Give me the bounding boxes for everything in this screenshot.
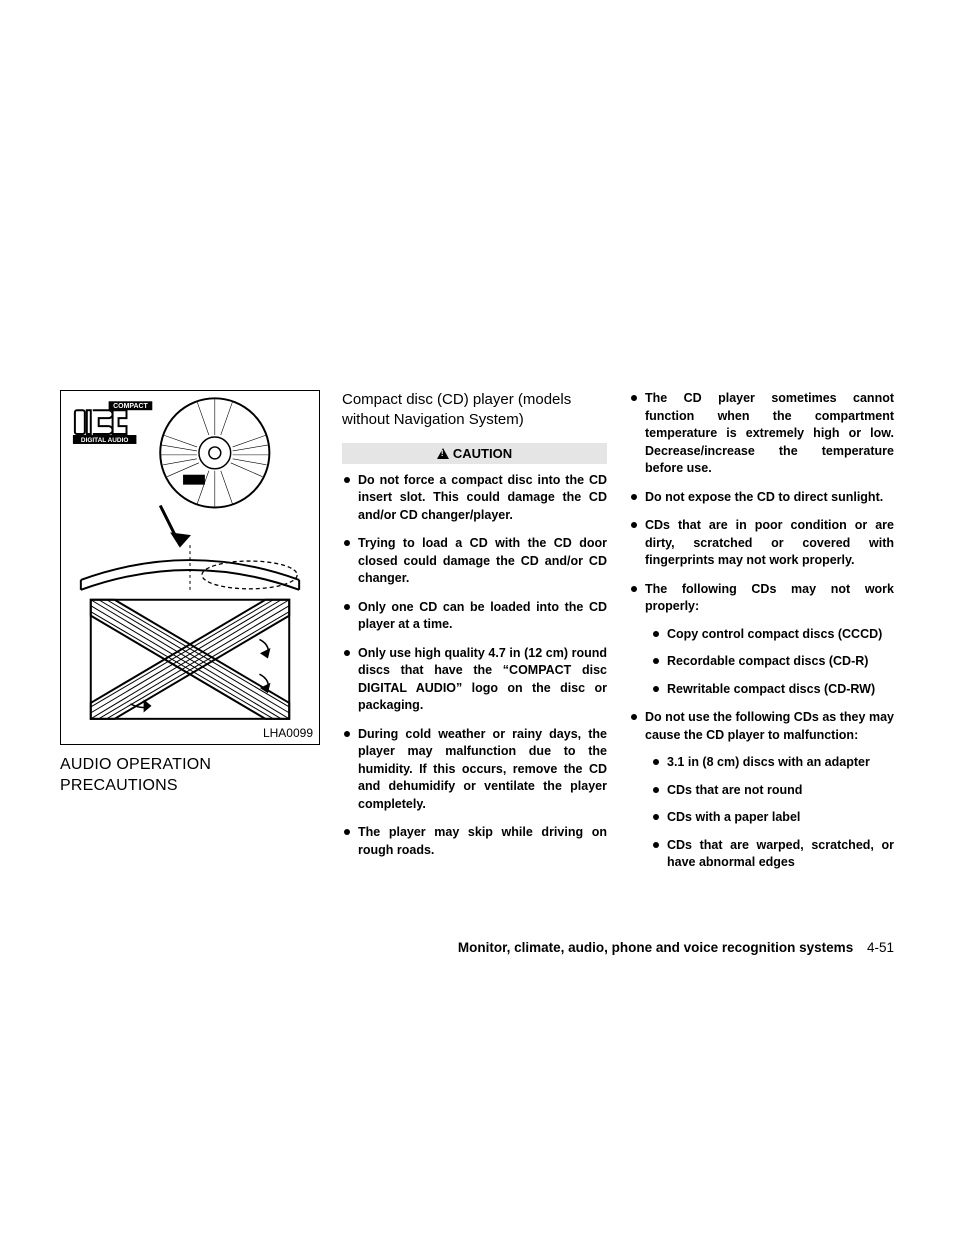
bullet-item: The following CDs may not work properly:…: [629, 581, 894, 699]
bullet-item: The CD player sometimes cannot function …: [629, 390, 894, 478]
bullet-item: CDs that are not round: [651, 782, 894, 800]
footer-title: Monitor, climate, audio, phone and voice…: [458, 940, 853, 955]
caution-list-cont: The CD player sometimes cannot function …: [629, 390, 894, 872]
bullet-item: CDs that are warped, scratched, or have …: [651, 837, 894, 872]
cd-illustration: COMPACT DIGITAL AUDIO: [61, 391, 319, 744]
bullet-item: Copy control compact discs (CCCD): [651, 626, 894, 644]
figure-label: LHA0099: [263, 726, 313, 740]
bullet-item: During cold weather or rainy days, the p…: [342, 726, 607, 814]
bullet-item: Do not force a compact disc into the CD …: [342, 472, 607, 525]
bullet-item: CDs that are in poor condition or are di…: [629, 517, 894, 570]
right-column: The CD player sometimes cannot function …: [629, 390, 894, 883]
bullet-item: The player may skip while driving on rou…: [342, 824, 607, 859]
warning-icon: [437, 448, 449, 459]
logo-bottom-text: DIGITAL AUDIO: [81, 437, 128, 444]
nested-list: Copy control compact discs (CCCD) Recorda…: [651, 626, 894, 699]
page-footer: Monitor, climate, audio, phone and voice…: [458, 940, 894, 955]
page-number: 4-51: [867, 940, 894, 955]
bullet-item: Recordable compact discs (CD-R): [651, 653, 894, 671]
bullet-item: 3.1 in (8 cm) discs with an adapter: [651, 754, 894, 772]
logo-top-text: COMPACT: [113, 403, 148, 410]
figure-box: COMPACT DIGITAL AUDIO: [60, 390, 320, 745]
caution-label: CAUTION: [453, 446, 512, 461]
bullet-item: Trying to load a CD with the CD door clo…: [342, 535, 607, 588]
bullet-item: Do not use the following CDs as they may…: [629, 709, 894, 872]
bullet-item: Rewritable compact discs (CD-RW): [651, 681, 894, 699]
section-title: AUDIO OPERATION PRECAUTIONS: [60, 755, 320, 797]
caution-bar: CAUTION: [342, 443, 607, 464]
caution-list: Do not force a compact disc into the CD …: [342, 472, 607, 860]
bullet-item: CDs with a paper label: [651, 809, 894, 827]
bullet-item: Only one CD can be loaded into the CD pl…: [342, 599, 607, 634]
bullet-item: Only use high quality 4.7 in (12 cm) rou…: [342, 645, 607, 715]
bullet-item: Do not expose the CD to direct sunlight.: [629, 489, 894, 507]
middle-column: Compact disc (CD) player (models without…: [342, 390, 607, 883]
page-content: COMPACT DIGITAL AUDIO: [60, 390, 894, 883]
left-column: COMPACT DIGITAL AUDIO: [60, 390, 320, 883]
sub-heading: Compact disc (CD) player (models without…: [342, 390, 607, 431]
nested-list: 3.1 in (8 cm) discs with an adapter CDs t…: [651, 754, 894, 872]
